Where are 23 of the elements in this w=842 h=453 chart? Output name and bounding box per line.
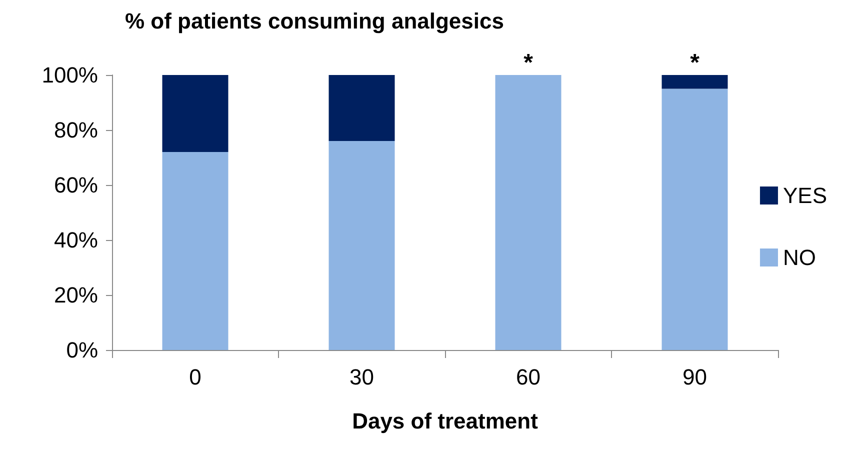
y-tick-label: 0% <box>66 338 98 362</box>
x-axis-title: Days of treatment <box>352 408 539 434</box>
x-tick-label: 30 <box>350 364 374 390</box>
annotation: * <box>524 50 534 76</box>
bar <box>328 75 395 141</box>
bar <box>662 88 728 350</box>
chart-title: % of patients consuming analgesics <box>125 8 504 34</box>
x-tick-label: 0 <box>189 364 202 390</box>
annotation: * <box>690 50 700 76</box>
legend-label: YES <box>782 183 828 208</box>
y-tick-label: 20% <box>54 282 98 308</box>
y-tick-label: 60% <box>54 172 98 198</box>
y-tick-label: 40% <box>54 228 98 252</box>
legend-label: NO <box>782 245 816 270</box>
bar <box>662 75 728 89</box>
bar <box>162 152 228 350</box>
bar <box>162 75 228 152</box>
y-tick-label: 100% <box>42 62 98 88</box>
x-tick-label: 60 <box>516 364 540 390</box>
x-tick-label: 90 <box>682 364 707 390</box>
bar <box>328 141 395 350</box>
bar <box>495 75 562 350</box>
y-tick-label: 80% <box>54 118 98 142</box>
